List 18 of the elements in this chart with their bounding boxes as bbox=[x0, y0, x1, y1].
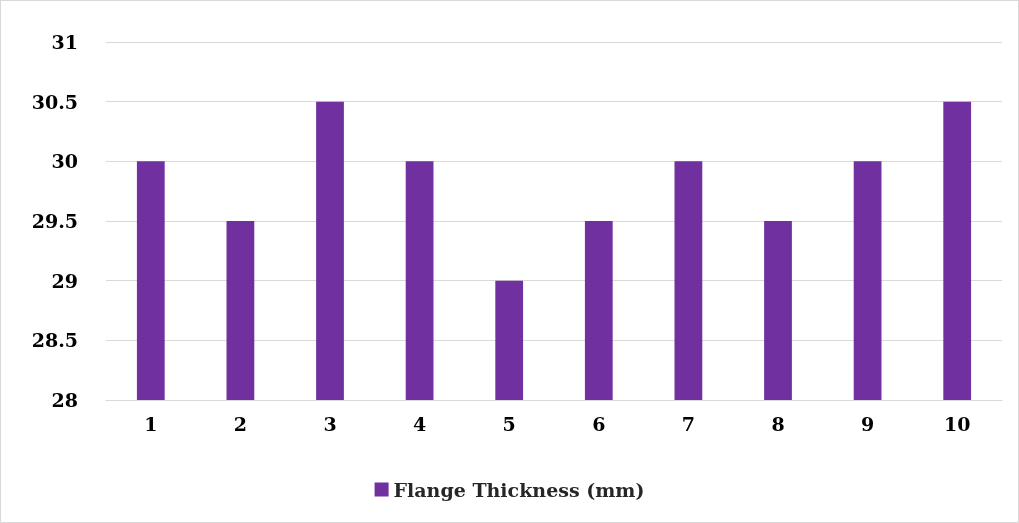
x-tick-label: 5 bbox=[502, 412, 516, 435]
x-tick-label: 9 bbox=[860, 412, 875, 435]
x-tick-label: 1 bbox=[144, 412, 158, 435]
y-tick-label: 28 bbox=[51, 389, 78, 411]
x-tick-label: 2 bbox=[233, 412, 248, 435]
y-tick-label: 29 bbox=[51, 269, 78, 292]
x-tick-label: 8 bbox=[771, 412, 785, 435]
legend-label: Flange Thickness (mm) bbox=[393, 478, 645, 501]
x-tick-label: 4 bbox=[412, 412, 427, 435]
x-tick-label: 10 bbox=[943, 412, 971, 435]
y-tick-label: 30 bbox=[51, 150, 78, 173]
y-tick-label: 29.5 bbox=[31, 210, 78, 232]
x-tick-label: 6 bbox=[592, 412, 606, 435]
y-tick-label: 30.5 bbox=[31, 90, 78, 113]
x-tick-label: 7 bbox=[681, 412, 696, 435]
y-tick-label: 28.5 bbox=[31, 329, 78, 352]
y-tick-label: 31 bbox=[51, 31, 78, 53]
x-tick-label: 3 bbox=[323, 412, 337, 435]
